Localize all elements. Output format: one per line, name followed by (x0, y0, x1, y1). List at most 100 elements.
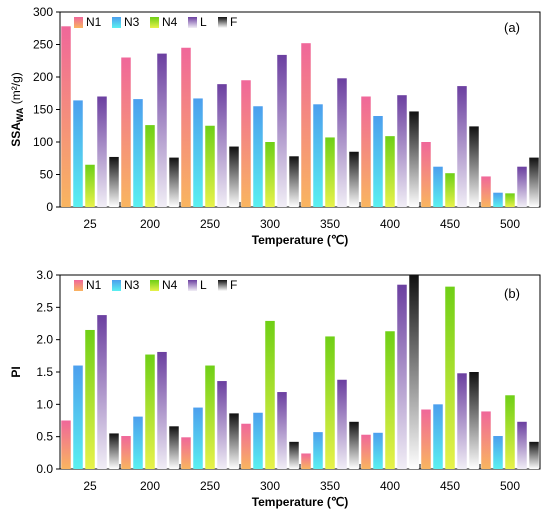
bar-N3-400 (373, 432, 383, 469)
legend-label-N1: N1 (86, 15, 102, 29)
bar-N1-300 (241, 423, 251, 469)
bar-L-25 (97, 315, 107, 469)
x-tick-label: 200 (140, 217, 160, 231)
bar-N1-450 (421, 142, 431, 207)
legend-swatch-L (188, 17, 197, 28)
y-tick-label: 1.0 (36, 397, 53, 411)
y-tick-label: 200 (33, 70, 53, 84)
bar-N3-200 (133, 99, 143, 207)
bar-F-500 (529, 157, 539, 207)
bar-N1-200 (121, 57, 131, 207)
plot-frame (59, 11, 541, 208)
legend-label-N4: N4 (162, 278, 178, 292)
bar-N4-300 (265, 320, 275, 469)
bar-N4-250 (205, 125, 215, 207)
bar-L-25 (97, 96, 107, 207)
bar-F-25 (109, 433, 119, 469)
bar-L-450 (457, 86, 467, 207)
x-tick-label: 450 (440, 479, 460, 493)
bar-N1-450 (421, 409, 431, 469)
bar-F-300 (289, 441, 299, 469)
bar-N3-250 (193, 407, 203, 469)
bar-L-400 (397, 95, 407, 207)
bar-N3-450 (433, 166, 443, 207)
legend-label-L: L (200, 278, 207, 292)
legend-swatch-N1 (74, 17, 83, 28)
bar-N4-300 (265, 142, 275, 207)
bar-N1-350 (301, 43, 311, 208)
x-tick-label: 25 (83, 479, 97, 493)
bar-N4-350 (325, 336, 335, 469)
bar-N1-400 (361, 434, 371, 469)
bar-N4-25 (85, 164, 95, 207)
bar-N3-450 (433, 404, 443, 469)
y-tick-label: 250 (33, 38, 53, 52)
chart-panel-b: 0.0 0.5 1.0 1.5 2.0 2.5 3.0 25 200 250 300 350 400 45… (9, 268, 541, 509)
bar-L-500 (517, 421, 527, 469)
bar-N4-350 (325, 137, 335, 207)
y-axis-title: PI (9, 366, 23, 377)
bar-F-350 (349, 421, 359, 469)
y-axis-title: SSAWA (m²/g) (9, 72, 25, 147)
bar-N1-250 (181, 437, 191, 469)
bar-N1-25 (61, 26, 71, 207)
bar-L-450 (457, 373, 467, 469)
y-tick-label: 300 (33, 5, 53, 19)
bar-N3-350 (313, 104, 323, 207)
bar-N3-250 (193, 98, 203, 207)
legend-label-F: F (230, 278, 237, 292)
bar-N4-200 (145, 354, 155, 469)
bar-F-500 (529, 441, 539, 469)
bar-N1-25 (61, 420, 71, 469)
x-tick-label: 500 (500, 479, 520, 493)
x-tick-label: 350 (320, 479, 340, 493)
bar-N3-25 (73, 100, 83, 207)
x-axis-title: Temperature (℃) (252, 233, 349, 247)
bar-N1-300 (241, 80, 251, 207)
legend-swatch-F (218, 17, 227, 28)
legend-swatch-N4 (150, 17, 159, 28)
x-tick-label: 450 (440, 217, 460, 231)
bar-F-350 (349, 151, 359, 207)
bar-N3-350 (313, 432, 323, 469)
y-tick-label: 100 (33, 135, 53, 149)
plot-frame (59, 274, 541, 470)
y-tick-label: 50 (40, 168, 54, 182)
bar-F-450 (469, 126, 479, 207)
bar-F-200 (169, 426, 179, 469)
bar-N1-250 (181, 47, 191, 207)
bar-L-300 (277, 54, 287, 208)
bar-N4-450 (445, 286, 455, 469)
bar-F-300 (289, 156, 299, 207)
x-tick-label: 300 (260, 217, 280, 231)
y-tick-label: 0.5 (36, 430, 53, 444)
bar-N4-200 (145, 125, 155, 207)
legend-label-L: L (200, 15, 207, 29)
x-tick-label: 250 (200, 217, 220, 231)
bar-N3-25 (73, 365, 83, 469)
bar-N3-200 (133, 416, 143, 469)
bar-N3-500 (493, 192, 503, 207)
y-tick-label: 0.0 (36, 462, 53, 476)
y-tick-label: 2.5 (36, 300, 53, 314)
x-tick-label: 200 (140, 479, 160, 493)
y-tick-label: 1.5 (36, 365, 53, 379)
legend-swatch-N3 (112, 17, 121, 28)
bar-L-200 (157, 351, 167, 469)
x-axis-title: Temperature (℃) (252, 495, 349, 509)
legend-swatch-N4 (150, 280, 159, 291)
bar-F-25 (109, 156, 119, 207)
x-tick-label: 25 (83, 217, 97, 231)
bar-F-450 (469, 372, 479, 469)
panel-label: (b) (504, 286, 520, 301)
bar-L-200 (157, 53, 167, 207)
bar-N1-500 (481, 176, 491, 207)
bar-N1-500 (481, 411, 491, 469)
bar-N1-350 (301, 453, 311, 469)
legend-swatch-L (188, 280, 197, 291)
bar-L-400 (397, 284, 407, 469)
bar-N3-400 (373, 116, 383, 207)
y-tick-label: 3.0 (36, 268, 53, 282)
bar-N3-300 (253, 106, 263, 207)
